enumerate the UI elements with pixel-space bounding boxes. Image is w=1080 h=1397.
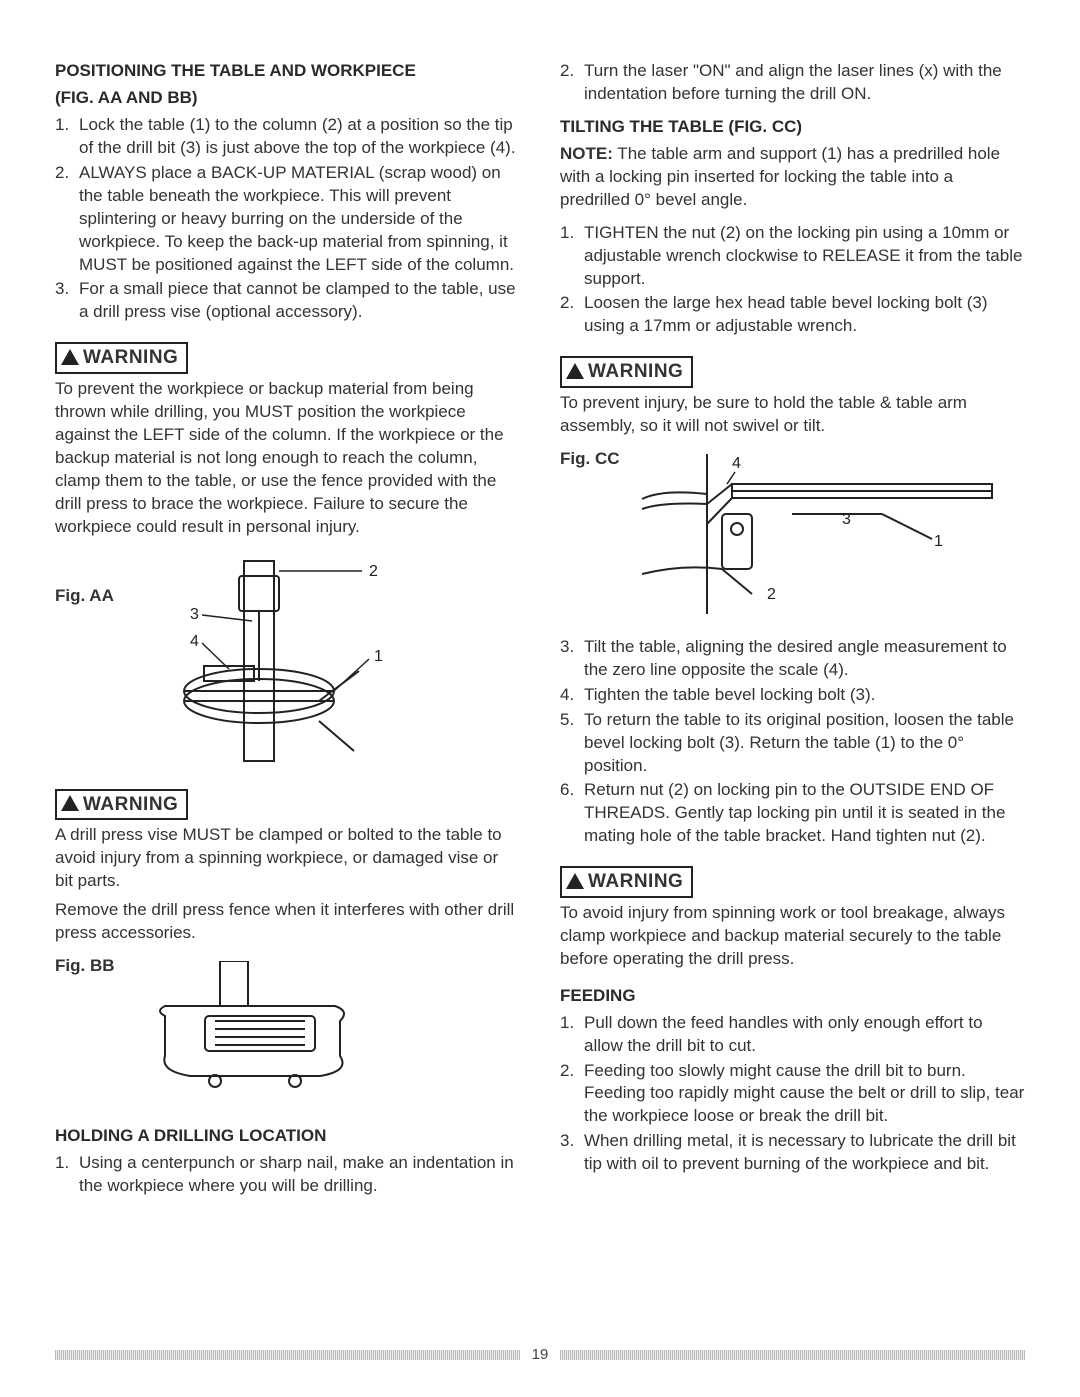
warning-text: To prevent the workpiece or backup mater… xyxy=(55,378,520,539)
positioning-list: Lock the table (1) to the column (2) at … xyxy=(55,114,520,324)
figure-bb xyxy=(145,961,375,1101)
positioning-heading-1: POSITIONING THE TABLE AND WORKPIECE xyxy=(55,60,520,83)
warning-label: WARNING xyxy=(588,359,683,385)
callout-3: 3 xyxy=(842,511,851,528)
warning-triangle-icon xyxy=(566,363,584,379)
holding-heading: HOLDING A DRILLING LOCATION xyxy=(55,1125,520,1148)
warning-box: WARNING xyxy=(55,789,188,821)
list-item: To return the table to its original posi… xyxy=(560,709,1025,778)
right-column: Turn the laser "ON" and align the laser … xyxy=(560,60,1025,1208)
tilting-list-b: Tilt the table, aligning the desired ang… xyxy=(560,636,1025,848)
figure-bb-row: Fig. BB xyxy=(55,955,520,1111)
positioning-heading-2: (FIG. AA AND BB) xyxy=(55,87,520,110)
feeding-heading: FEEDING xyxy=(560,985,1025,1008)
callout-4: 4 xyxy=(190,633,199,650)
figure-cc: 4 3 1 2 xyxy=(632,454,1002,614)
warning-triangle-icon xyxy=(61,795,79,811)
warning-text: A drill press vise MUST be clamped or bo… xyxy=(55,824,520,893)
tilting-list-a: TIGHTEN the nut (2) on the locking pin u… xyxy=(560,222,1025,339)
footer-bar-left xyxy=(55,1350,520,1360)
callout-2: 2 xyxy=(369,563,378,580)
warning-text: To prevent injury, be sure to hold the t… xyxy=(560,392,1025,438)
figure-aa: 2 3 4 1 xyxy=(144,551,404,771)
warning-label: WARNING xyxy=(588,869,683,895)
note-text: The table arm and support (1) has a pred… xyxy=(560,144,1000,209)
page-number: 19 xyxy=(532,1345,549,1365)
callout-4: 4 xyxy=(732,455,741,472)
figure-cc-row: Fig. CC xyxy=(560,448,1025,624)
list-item: Tighten the table bevel locking bolt (3)… xyxy=(560,684,1025,707)
warning-label: WARNING xyxy=(83,345,178,371)
figure-aa-label: Fig. AA xyxy=(55,585,114,608)
list-item: Feeding too slowly might cause the drill… xyxy=(560,1060,1025,1129)
warning-label: WARNING xyxy=(83,792,178,818)
note-label: NOTE: xyxy=(560,144,613,163)
callout-1: 1 xyxy=(934,533,943,550)
feeding-list: Pull down the feed handles with only eno… xyxy=(560,1012,1025,1177)
figure-aa-row: Fig. AA 2 xyxy=(55,545,520,781)
tilting-heading: TILTING THE TABLE (FIG. CC) xyxy=(560,116,1025,139)
warning-box: WARNING xyxy=(55,342,188,374)
figure-cc-label: Fig. CC xyxy=(560,448,620,471)
tilting-note: NOTE: The table arm and support (1) has … xyxy=(560,143,1025,212)
list-item: Return nut (2) on locking pin to the OUT… xyxy=(560,779,1025,848)
callout-1: 1 xyxy=(374,648,383,665)
list-item: Tilt the table, aligning the desired ang… xyxy=(560,636,1025,682)
callout-2: 2 xyxy=(767,586,776,603)
warning-text: To avoid injury from spinning work or to… xyxy=(560,902,1025,971)
list-item: ALWAYS place a BACK-UP MATERIAL (scrap w… xyxy=(55,162,520,277)
callout-3: 3 xyxy=(190,606,199,623)
list-item: Loosen the large hex head table bevel lo… xyxy=(560,292,1025,338)
list-item: For a small piece that cannot be clamped… xyxy=(55,278,520,324)
list-item: Lock the table (1) to the column (2) at … xyxy=(55,114,520,160)
list-item: Using a centerpunch or sharp nail, make … xyxy=(55,1152,520,1198)
left-column: POSITIONING THE TABLE AND WORKPIECE (FIG… xyxy=(55,60,520,1208)
warning-box: WARNING xyxy=(560,356,693,388)
warning-box: WARNING xyxy=(560,866,693,898)
warning-text: Remove the drill press fence when it int… xyxy=(55,899,520,945)
figure-bb-label: Fig. BB xyxy=(55,955,115,978)
page-footer: 19 xyxy=(55,1345,1025,1365)
page-columns: POSITIONING THE TABLE AND WORKPIECE (FIG… xyxy=(55,60,1025,1208)
list-item: When drilling metal, it is necessary to … xyxy=(560,1130,1025,1176)
list-item: Turn the laser "ON" and align the laser … xyxy=(560,60,1025,106)
warning-triangle-icon xyxy=(61,349,79,365)
list-item: TIGHTEN the nut (2) on the locking pin u… xyxy=(560,222,1025,291)
holding-list-cont: Turn the laser "ON" and align the laser … xyxy=(560,60,1025,106)
list-item: Pull down the feed handles with only eno… xyxy=(560,1012,1025,1058)
holding-list: Using a centerpunch or sharp nail, make … xyxy=(55,1152,520,1198)
warning-triangle-icon xyxy=(566,873,584,889)
footer-bar-right xyxy=(560,1350,1025,1360)
